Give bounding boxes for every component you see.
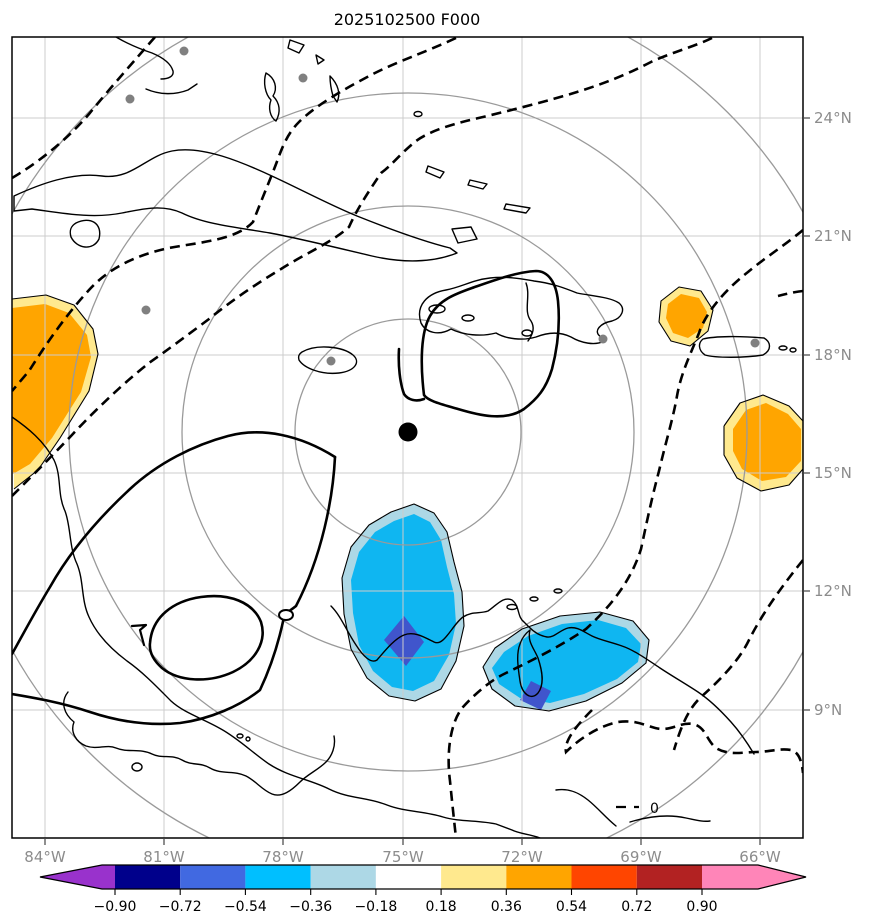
positive-fill-west-inner [12,304,91,474]
thick-dashed-contours [12,37,803,838]
colorbar-under-arrow [40,865,115,889]
negative-fill-main-core [384,616,424,666]
coast-puerto-rico [698,335,771,358]
x-tick-label: 78°W [262,848,304,866]
city-marker [298,73,308,83]
colorbar-tick-label: −0.18 [354,899,397,915]
y-axis: 24°N 21°N 18°N 15°N 12°N 9°N [803,109,852,719]
gridlines [12,37,803,838]
colorbar-tick-label: −0.72 [159,899,202,915]
x-tick-label: 75°W [382,848,424,866]
coast-panama-detail [63,691,336,796]
x-tick-label: 84°W [24,848,66,866]
y-tick-label: 18°N [814,346,852,364]
colorbar-outline [39,864,807,890]
axes-spine [11,36,804,839]
coast-venezuela-south [555,788,711,827]
colorbar-tick-label: −0.36 [289,899,332,915]
city-marker [179,46,189,56]
y-tick-label: 24°N [814,109,852,127]
coast-turks-inagua [425,165,531,244]
positive-fill-east-inner [733,403,801,481]
city-marker [141,305,151,315]
x-tick-label: 81°W [143,848,185,866]
city-marker [125,94,135,104]
city-marker [750,338,760,348]
colorbar-segment [180,865,246,889]
colorbar-labels: −0.90 −0.72 −0.54 −0.36 −0.18 0.18 0.36 … [94,899,718,915]
y-tick-label: 12°N [814,582,852,600]
coast-lesser-antilles [851,341,869,356]
zero-contour-label: 0 [650,801,659,817]
storm-center-marker [398,422,418,442]
city-marker [326,356,336,366]
x-tick-label: 72°W [501,848,543,866]
colorbar-tick-label: 0.72 [621,899,652,915]
coast-central-america [12,416,541,838]
coast-lake-maracaibo [517,629,543,698]
y-tick-label: 9°N [814,701,842,719]
x-tick-label: 66°W [739,848,781,866]
thick-solid-contours [12,269,561,726]
colorbar-tick-label: −0.54 [224,899,267,915]
colorbar-segment [571,865,637,889]
coast-bahamas [263,39,340,122]
y-tick-label: 21°N [814,227,852,245]
colorbar-segment [636,865,702,889]
plot-title: 2025102500 F000 [334,10,481,29]
colorbar-tick-label: 0.90 [686,899,717,915]
coast-cuba [13,149,458,262]
coast-florida-keys [145,83,198,95]
y-tick-label: 15°N [814,464,852,482]
x-tick-label: 69°W [620,848,662,866]
city-markers [125,46,760,366]
colorbar: −0.90 −0.72 −0.54 −0.36 −0.18 0.18 0.36 … [39,864,807,915]
colorbar-ticks [114,889,703,895]
colorbar-over-arrow [702,865,806,889]
colorbar-segment [506,865,572,889]
coast-hispaniola [418,276,624,345]
colorbar-segment [245,865,311,889]
thin-contour-outlines [12,286,803,712]
colorbar-tick-label: 0.54 [556,899,587,915]
colorbar-segment [310,865,376,889]
x-axis: 84°W 81°W 78°W 75°W 72°W 69°W 66°W [24,838,781,866]
colorbar-tick-label: 0.36 [491,899,522,915]
coast-isla-juventud [69,219,101,248]
coastlines [12,37,869,838]
colorbar-tick-label: 0.18 [426,899,457,915]
coast-florida [115,37,174,80]
range-rings [12,37,803,838]
colorbar-tick-label: −0.90 [94,899,137,915]
colorbar-segment [375,865,442,889]
city-marker [598,334,608,344]
coast-jamaica [297,346,358,375]
positive-fill-ne-inner [666,294,707,338]
border-hispaniola [525,282,534,342]
coast-south-america [330,598,755,755]
colorbar-segment [441,865,507,889]
colorbar-segment [115,865,181,889]
